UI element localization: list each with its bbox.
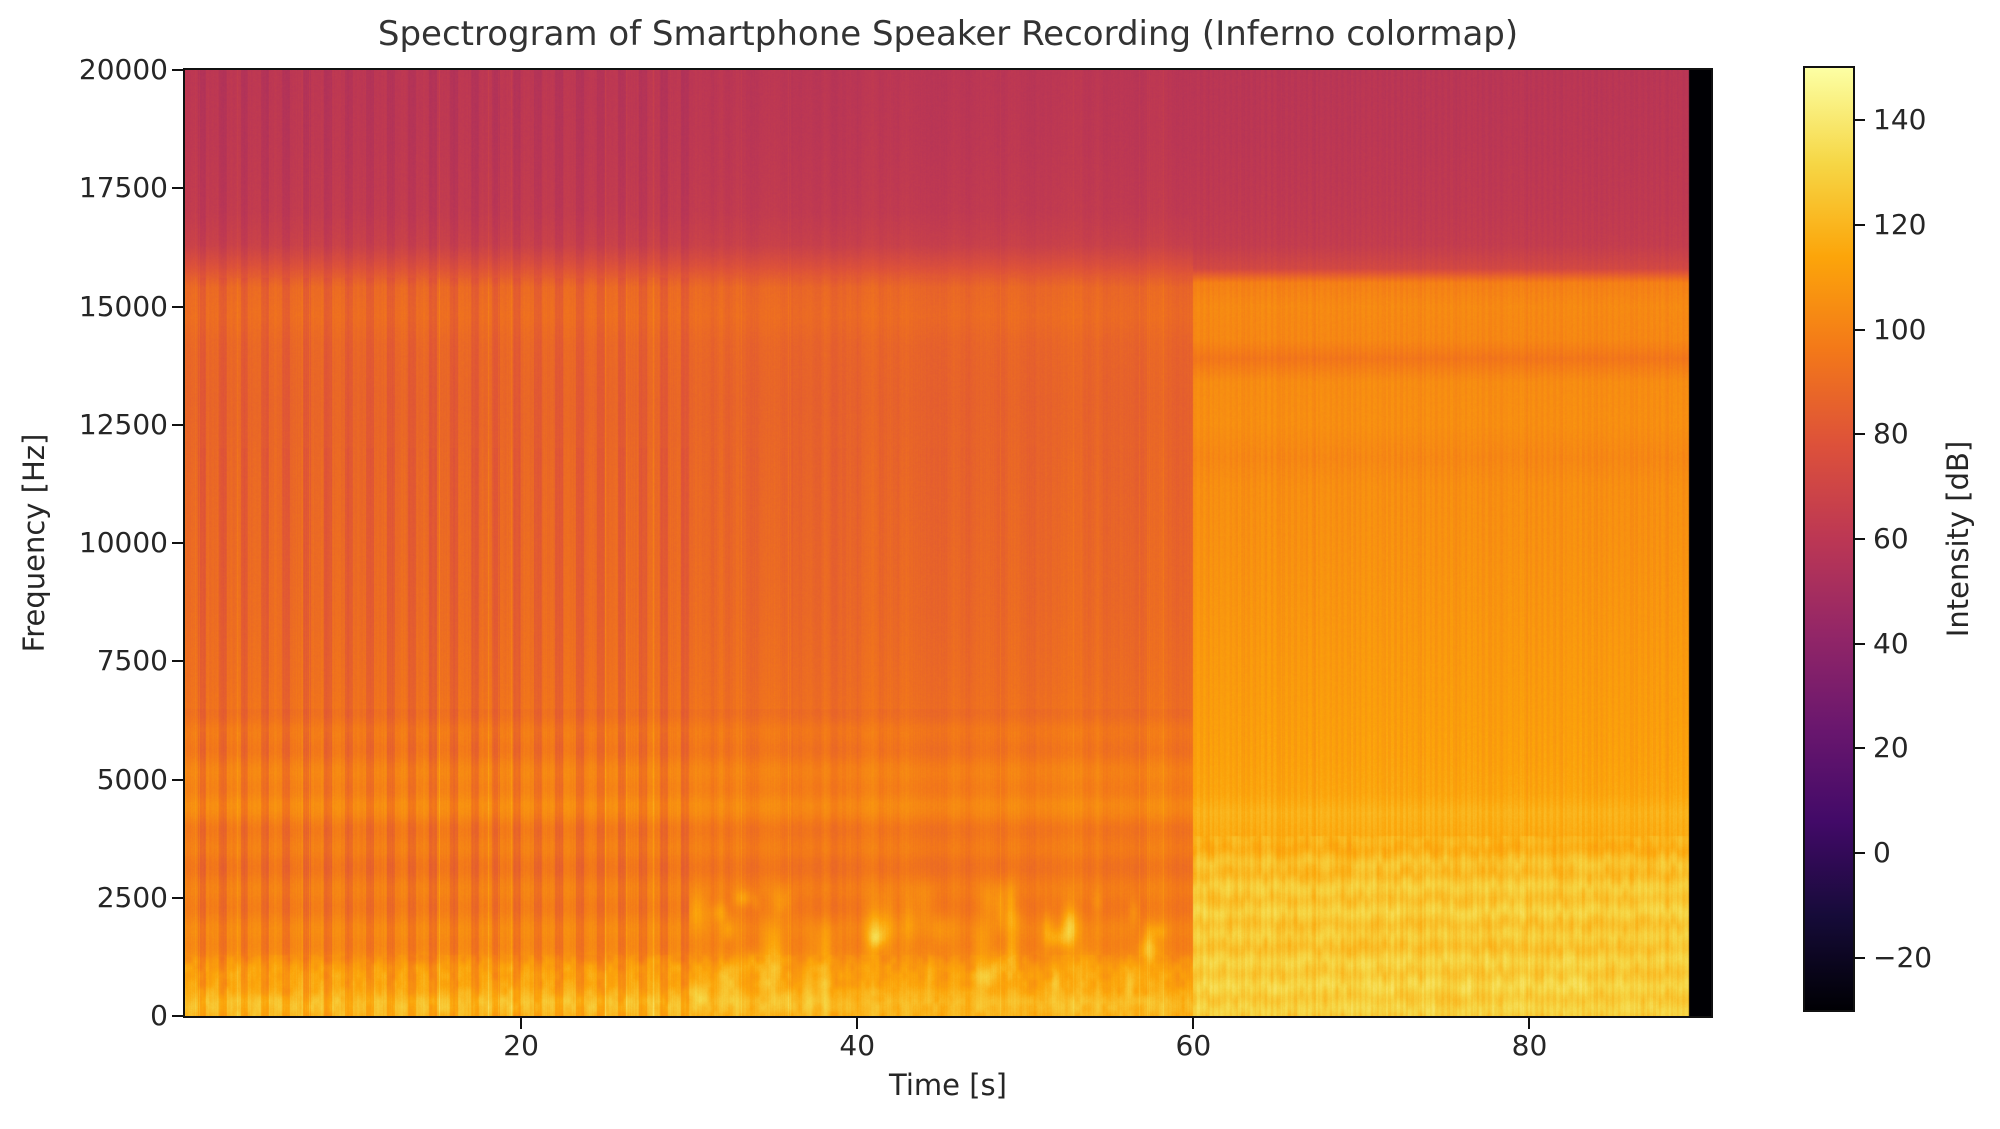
y-tick-label: 5000 — [96, 762, 168, 796]
colorbar-tick-label: 120 — [1873, 208, 1927, 241]
y-tick — [172, 542, 184, 544]
x-tick-label: 60 — [1175, 1029, 1212, 1062]
y-tick — [172, 69, 184, 71]
spectrogram-heatmap — [185, 70, 1711, 1016]
colorbar-tick-label: 40 — [1873, 626, 1909, 660]
y-tick — [172, 187, 184, 190]
y-tick-label: 12500 — [78, 407, 168, 441]
y-tick — [172, 305, 184, 308]
plot-area — [183, 68, 1713, 1018]
colorbar-tick-label: 140 — [1873, 103, 1927, 137]
y-tick-label: 10000 — [78, 526, 168, 559]
y-tick-label: 2500 — [96, 880, 168, 914]
colorbar-tick-label: −20 — [1873, 940, 1933, 974]
x-tick — [856, 1018, 859, 1029]
colorbar-tick — [1855, 852, 1865, 854]
colorbar-tick — [1855, 642, 1865, 645]
x-tick-label: 80 — [1511, 1029, 1548, 1062]
colorbar-tick — [1855, 538, 1865, 540]
chart-title: Spectrogram of Smartphone Speaker Record… — [377, 14, 1519, 54]
y-tick — [172, 896, 184, 899]
y-tick — [172, 423, 184, 426]
y-tick-label: 15000 — [78, 289, 168, 323]
x-axis-label: Time [s] — [889, 1068, 1007, 1102]
colorbar-gradient — [1805, 68, 1853, 1010]
colorbar-tick-label: 80 — [1873, 417, 1909, 451]
x-tick — [520, 1018, 523, 1029]
x-tick-label: 40 — [839, 1029, 876, 1062]
colorbar — [1803, 66, 1855, 1012]
colorbar-tick — [1855, 433, 1865, 436]
y-tick-label: 20000 — [78, 53, 168, 86]
x-tick — [1192, 1018, 1195, 1029]
colorbar-tick — [1855, 119, 1865, 122]
colorbar-tick — [1855, 328, 1865, 331]
colorbar-tick-label: 20 — [1873, 731, 1909, 765]
y-tick-label: 7500 — [96, 644, 168, 678]
colorbar-tick — [1855, 956, 1865, 959]
colorbar-tick-label: 60 — [1873, 522, 1909, 555]
x-tick-label: 20 — [503, 1029, 539, 1062]
y-tick-label: 17500 — [78, 171, 168, 205]
y-tick — [172, 778, 184, 781]
colorbar-tick-label: 100 — [1873, 312, 1927, 346]
colorbar-label: Intensity [dB] — [1941, 440, 1975, 638]
colorbar-tick — [1855, 224, 1865, 226]
x-tick — [1528, 1018, 1531, 1029]
y-tick — [172, 1015, 184, 1017]
y-tick-label: 0 — [150, 999, 168, 1032]
y-tick — [172, 660, 184, 663]
colorbar-tick — [1855, 747, 1865, 750]
colorbar-tick-label: 0 — [1873, 836, 1891, 869]
